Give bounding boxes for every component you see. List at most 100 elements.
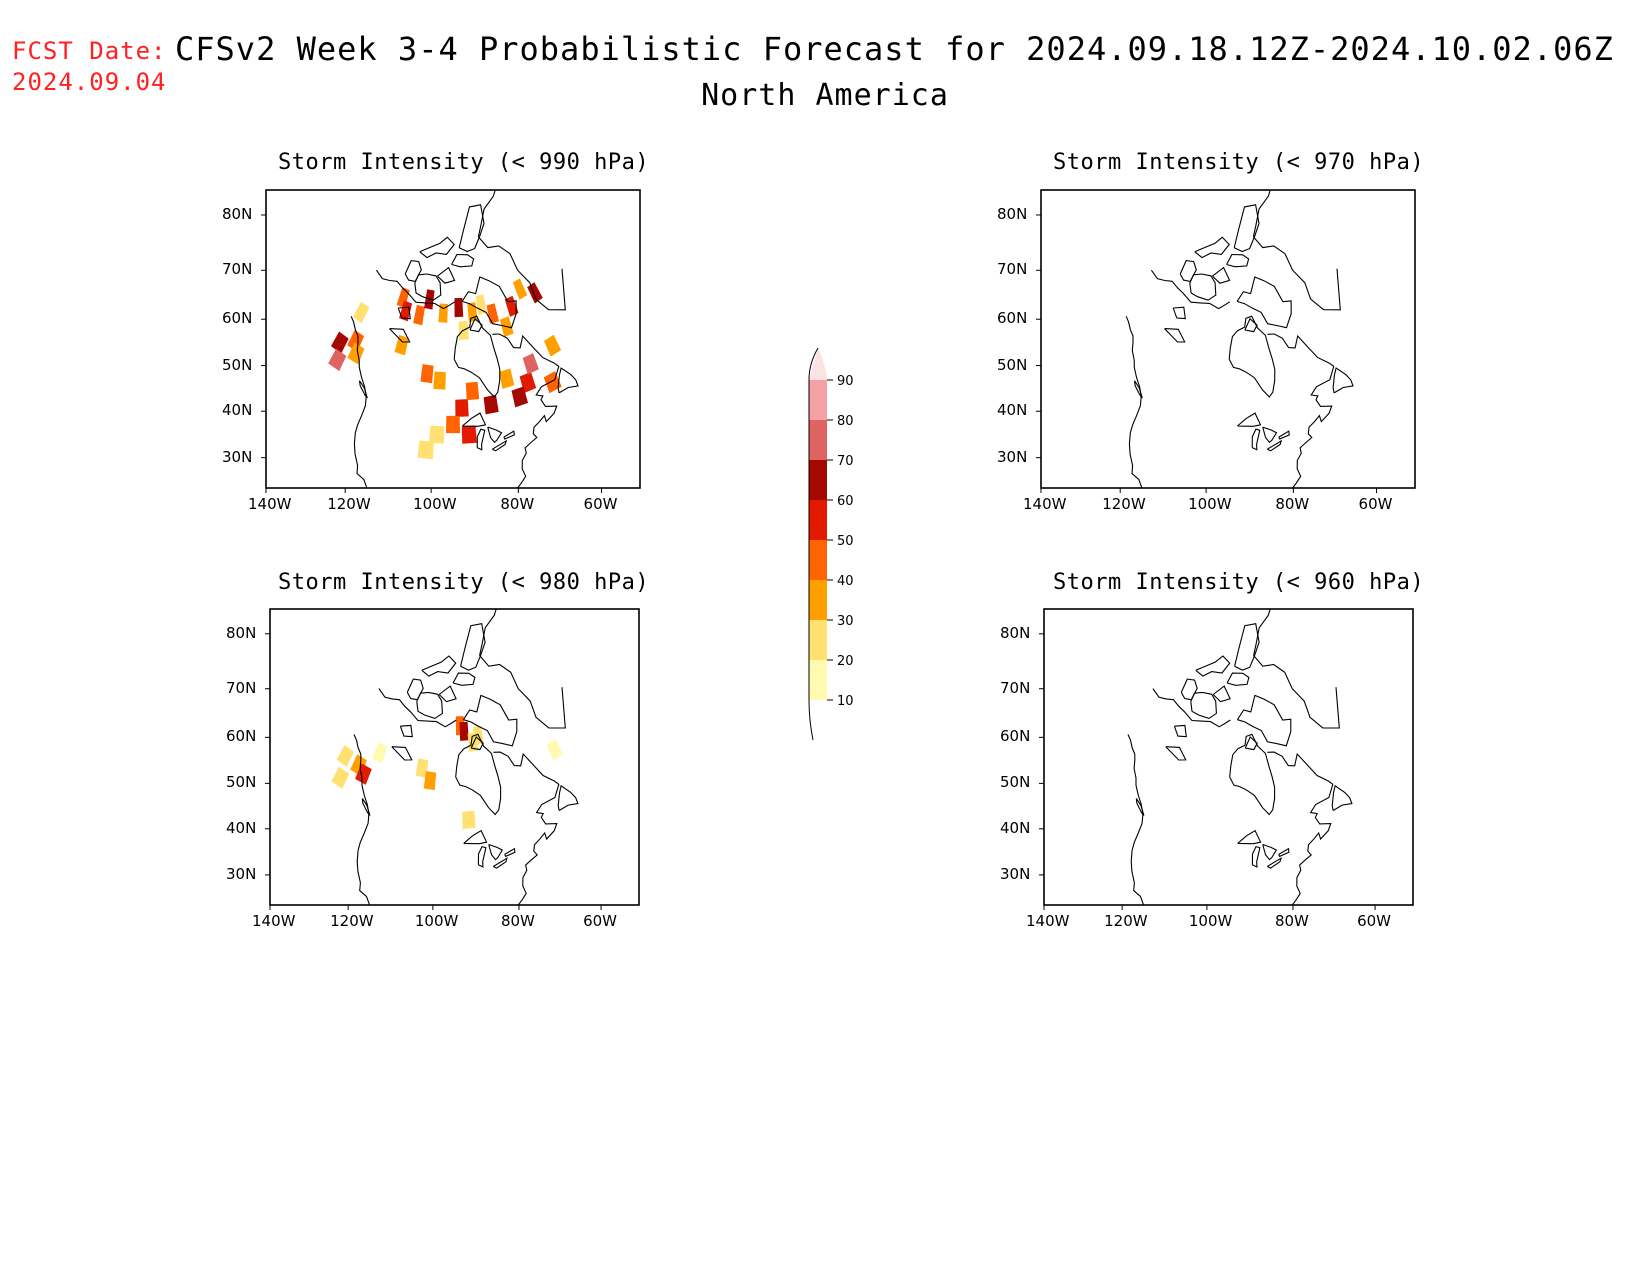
heat-cell [399, 300, 413, 322]
coastline [469, 317, 483, 333]
lat-tick-label: 60N [226, 727, 257, 746]
lon-tick-label: 140W [1026, 912, 1070, 930]
coastline [1127, 734, 1145, 905]
coastline [377, 914, 391, 964]
coastline [1262, 843, 1278, 861]
lat-tick-label: 50N [226, 773, 257, 792]
map-frame [269, 608, 640, 906]
map-frame [1040, 189, 1416, 489]
coastline [453, 315, 501, 398]
coastline [462, 694, 518, 747]
lon-tick-label: 80W [1274, 912, 1309, 930]
lon-tick-label: 100W [413, 495, 457, 513]
lon-tick-label: 120W [1102, 495, 1146, 513]
lon-tick-label: 100W [1188, 912, 1233, 930]
lat-tick-label: 30N [222, 447, 253, 466]
coastline [1331, 784, 1353, 811]
lon-tick-label: 60W [1357, 912, 1391, 930]
lat-tick-label: 70N [997, 260, 1028, 279]
map-plot-970 [1036, 189, 1416, 493]
coastline [493, 856, 508, 869]
panel-title: Storm Intensity (< 970 hPa) [1053, 150, 1425, 175]
coastline [1267, 333, 1335, 488]
coastline [1135, 798, 1145, 816]
heat-cell [396, 287, 410, 309]
coastline [1244, 317, 1258, 333]
heat-cell [355, 763, 372, 785]
colorbar-segment [809, 500, 827, 540]
coastline [1195, 655, 1231, 677]
coastline [1150, 269, 1231, 310]
coastline [414, 273, 442, 301]
heat-cell [465, 381, 480, 401]
coastline [437, 266, 456, 284]
heat-cell [504, 295, 519, 317]
heat-cell [459, 721, 469, 741]
heat-cell [423, 771, 437, 791]
coastline [399, 724, 413, 738]
coastline [488, 843, 504, 861]
coastline [1165, 746, 1187, 761]
lat-tick-label: 40N [997, 401, 1028, 420]
heat-cell [417, 440, 434, 460]
coastline [461, 276, 517, 329]
coastline [1233, 204, 1260, 253]
colorbar-label: 60 [837, 494, 854, 509]
panel-title: Storm Intensity (< 990 hPa) [278, 150, 650, 175]
coastline [1251, 428, 1261, 451]
heat-cell [433, 371, 446, 390]
coastline [487, 426, 503, 444]
coastline [416, 691, 443, 720]
heat-cell [543, 334, 562, 357]
coastline [375, 497, 389, 547]
coastline [397, 306, 411, 320]
coastline [1190, 691, 1217, 720]
heat-cell [372, 742, 388, 764]
coastline [1253, 655, 1340, 729]
lat-tick-label: 50N [997, 355, 1028, 374]
coastline [1150, 497, 1164, 547]
coastline [557, 784, 579, 811]
lat-tick-label: 60N [997, 309, 1028, 328]
coastline [455, 733, 502, 816]
heat-cell [330, 331, 349, 354]
coastline [1125, 316, 1143, 488]
lon-tick-label: 60W [583, 495, 618, 513]
lat-tick-label: 70N [1000, 678, 1031, 697]
coastline [1251, 845, 1261, 868]
coastline [1332, 367, 1354, 394]
map-plot-980 [265, 608, 640, 910]
colorbar-label: 90 [837, 374, 854, 389]
coastline [1278, 847, 1290, 858]
coastline [1173, 724, 1187, 738]
lon-tick-label: 80W [1275, 495, 1310, 513]
heat-cell [455, 399, 469, 418]
lon-tick-label: 100W [414, 912, 459, 930]
lon-tick-label: 140W [252, 912, 296, 930]
heat-cell [483, 394, 499, 415]
lat-tick-label: 40N [1000, 818, 1031, 837]
coastline [1236, 276, 1292, 329]
heat-cell [511, 386, 529, 408]
colorbar-label: 50 [837, 534, 854, 549]
coastline [1252, 190, 1271, 238]
heat-cell [429, 425, 445, 444]
colorbar-segment [809, 660, 827, 700]
coastline [404, 260, 422, 283]
coastline [358, 380, 368, 399]
map-frame [265, 189, 641, 489]
lon-tick-label: 140W [1023, 495, 1067, 513]
coastline [378, 688, 457, 728]
coastline [1267, 751, 1334, 905]
coastline [477, 236, 566, 311]
lon-tick-label: 80W [500, 495, 535, 513]
heat-cell [420, 364, 434, 384]
lat-tick-label: 60N [1000, 727, 1031, 746]
heat-cell [347, 329, 365, 352]
coastline [1252, 236, 1341, 311]
lat-tick-label: 80N [226, 623, 257, 642]
coastline [1226, 253, 1250, 268]
coastline [504, 847, 516, 858]
heat-cell [413, 304, 426, 326]
colorbar-label: 40 [837, 574, 854, 589]
